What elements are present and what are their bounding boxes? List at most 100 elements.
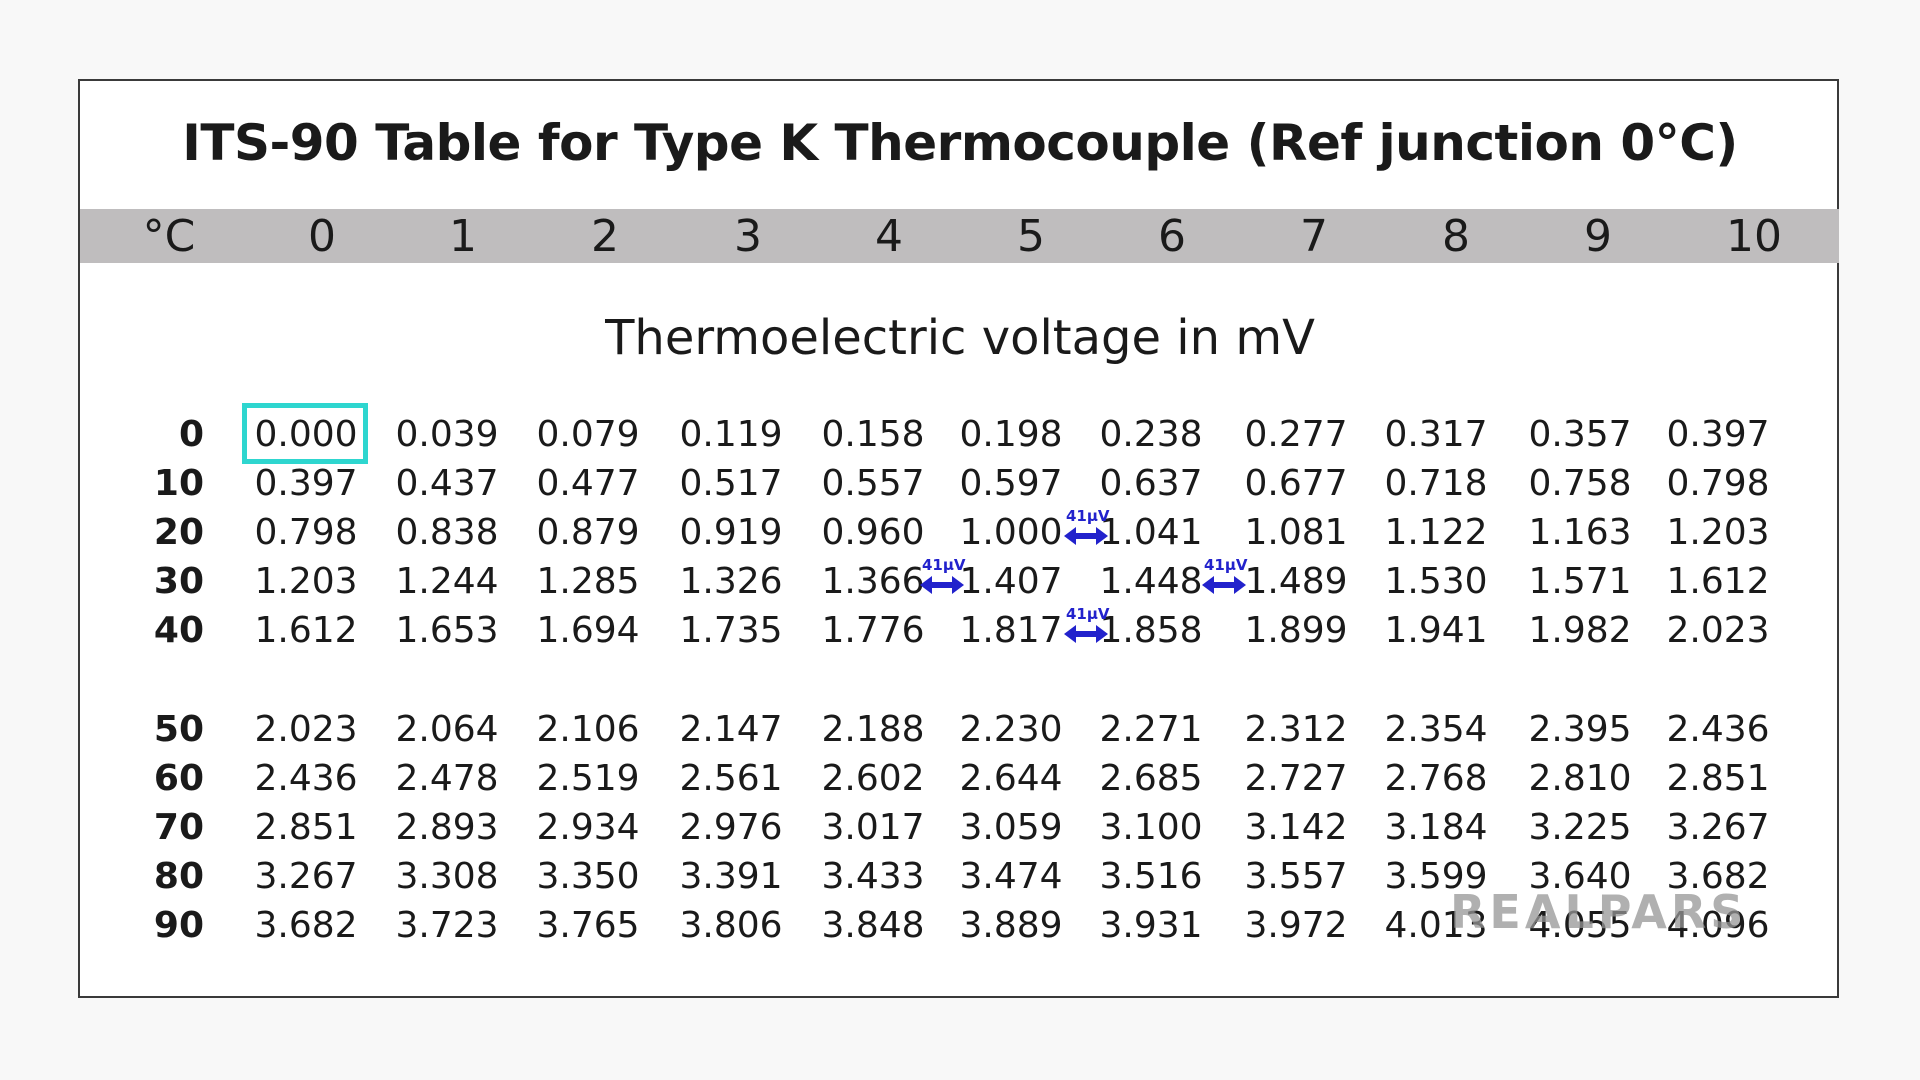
table-cell: 0.919 — [679, 512, 783, 553]
double-arrow-icon — [1064, 527, 1108, 545]
table-cell: 2.064 — [395, 709, 499, 750]
table-cell: 0.557 — [821, 463, 925, 504]
table-cell: 2.395 — [1528, 709, 1632, 750]
table-cell: 1.941 — [1384, 610, 1488, 651]
table-cell: 3.765 — [536, 905, 640, 946]
table-cell: 1.571 — [1528, 561, 1632, 602]
table-cell: 1.081 — [1244, 512, 1348, 553]
table-cell: 2.976 — [679, 807, 783, 848]
table-cell: 1.735 — [679, 610, 783, 651]
row-label: 50 — [153, 709, 204, 750]
header-column: 1 — [449, 211, 477, 262]
table-cell: 0.517 — [679, 463, 783, 504]
table-cell: 2.727 — [1244, 758, 1348, 799]
table-cell: 4.096 — [1666, 905, 1770, 946]
delta-annotation: 41µV — [1064, 606, 1110, 646]
watermark-logo: REALPARS — [1450, 885, 1748, 939]
table-cell: 1.858 — [1099, 610, 1203, 651]
table-cell: 0.357 — [1528, 414, 1632, 455]
table-cell: 1.203 — [1666, 512, 1770, 553]
table-cell: 0.079 — [536, 414, 640, 455]
header-column: 4 — [875, 211, 903, 262]
double-arrow-icon — [920, 576, 964, 594]
header-column: 10 — [1726, 211, 1782, 262]
table-cell: 0.277 — [1244, 414, 1348, 455]
table-cell: 2.810 — [1528, 758, 1632, 799]
header-column: 9 — [1584, 211, 1612, 262]
row-label: 80 — [153, 856, 204, 897]
header-column: 0 — [308, 211, 336, 262]
table-cell: 2.436 — [254, 758, 358, 799]
table-cell: 1.122 — [1384, 512, 1488, 553]
table-cell: 2.685 — [1099, 758, 1203, 799]
header-column: 7 — [1300, 211, 1328, 262]
table-cell: 2.354 — [1384, 709, 1488, 750]
table-cell: 4.013 — [1384, 905, 1488, 946]
table-cell: 1.366 — [821, 561, 925, 602]
table-cell: 3.184 — [1384, 807, 1488, 848]
table-cell: 0.477 — [536, 463, 640, 504]
table-cell: 2.851 — [1666, 758, 1770, 799]
table-cell: 2.147 — [679, 709, 783, 750]
table-cell: 0.317 — [1384, 414, 1488, 455]
table-cell: 4.055 — [1528, 905, 1632, 946]
delta-annotation: 41µV — [1064, 508, 1110, 548]
table-cell: 3.267 — [1666, 807, 1770, 848]
table-cell: 2.602 — [821, 758, 925, 799]
table-cell: 1.407 — [959, 561, 1063, 602]
table-cell: 3.516 — [1099, 856, 1203, 897]
table-cell: 1.612 — [1666, 561, 1770, 602]
table-cell: 0.718 — [1384, 463, 1488, 504]
highlight-box — [242, 403, 368, 464]
table-cell: 1.448 — [1099, 561, 1203, 602]
table-cell: 1.326 — [679, 561, 783, 602]
header-column: 3 — [734, 211, 762, 262]
row-label: 30 — [153, 561, 204, 602]
table-cell: 0.798 — [1666, 463, 1770, 504]
delta-annotation: 41µV — [1202, 557, 1248, 597]
table-cell: 0.637 — [1099, 463, 1203, 504]
table-cell: 2.893 — [395, 807, 499, 848]
table-cell: 2.023 — [254, 709, 358, 750]
table-cell: 3.017 — [821, 807, 925, 848]
table-cell: 3.474 — [959, 856, 1063, 897]
row-label: 40 — [153, 610, 204, 651]
table-cell: 0.119 — [679, 414, 783, 455]
delta-label: 41µV — [922, 556, 966, 574]
table-subtitle: Thermoelectric voltage in mV — [605, 310, 1315, 366]
table-cell: 1.612 — [254, 610, 358, 651]
table-cell: 0.397 — [254, 463, 358, 504]
header-column: 5 — [1017, 211, 1045, 262]
table-cell: 3.806 — [679, 905, 783, 946]
table-cell: 1.000 — [959, 512, 1063, 553]
table-cell: 3.391 — [679, 856, 783, 897]
table-cell: 0.437 — [395, 463, 499, 504]
table-cell: 1.817 — [959, 610, 1063, 651]
table-cell: 0.039 — [395, 414, 499, 455]
table-cell: 0.838 — [395, 512, 499, 553]
page-title: ITS-90 Table for Type K Thermocouple (Re… — [182, 114, 1738, 172]
header-band — [80, 209, 1839, 263]
table-cell: 2.271 — [1099, 709, 1203, 750]
table-cell: 1.041 — [1099, 512, 1203, 553]
header-unit: °C — [142, 211, 196, 262]
table-cell: 1.982 — [1528, 610, 1632, 651]
table-cell: 1.899 — [1244, 610, 1348, 651]
double-arrow-icon — [1064, 625, 1108, 643]
table-cell: 1.285 — [536, 561, 640, 602]
table-cell: 3.931 — [1099, 905, 1203, 946]
table-cell: 0.238 — [1099, 414, 1203, 455]
row-label: 20 — [153, 512, 204, 553]
table-cell: 1.653 — [395, 610, 499, 651]
table-cell: 2.230 — [959, 709, 1063, 750]
table-cell: 0.758 — [1528, 463, 1632, 504]
table-cell: 2.106 — [536, 709, 640, 750]
table-cell: 3.433 — [821, 856, 925, 897]
header-column: 6 — [1158, 211, 1186, 262]
row-label: 60 — [153, 758, 204, 799]
table-cell: 0.879 — [536, 512, 640, 553]
table-cell: 3.723 — [395, 905, 499, 946]
row-label: 0 — [178, 414, 204, 455]
table-cell: 3.142 — [1244, 807, 1348, 848]
table-cell: 2.768 — [1384, 758, 1488, 799]
